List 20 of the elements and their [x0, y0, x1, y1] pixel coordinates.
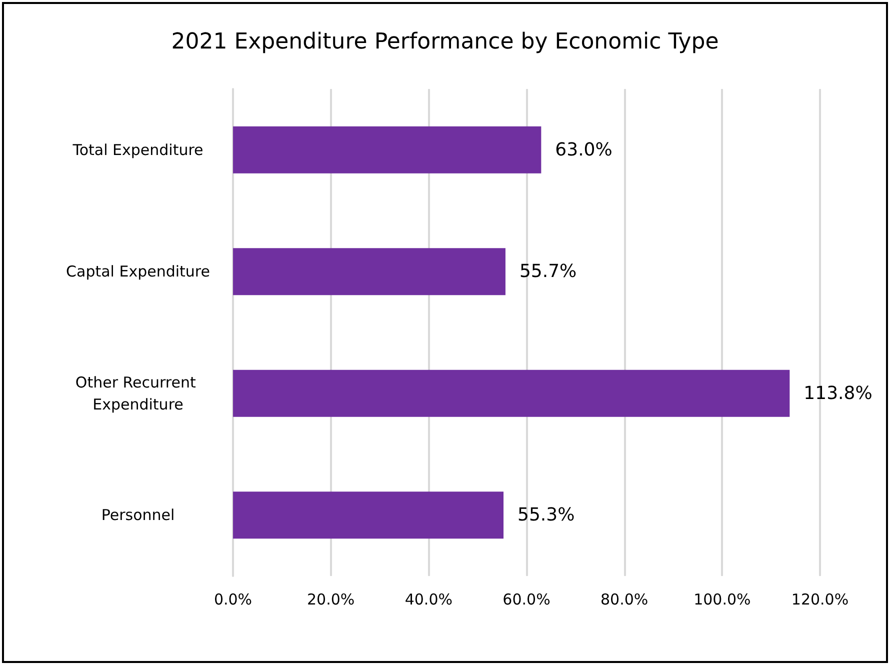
- x-tick-label: 40.0%: [404, 590, 452, 608]
- bar: [233, 492, 504, 539]
- x-tick-label: 20.0%: [307, 590, 355, 608]
- data-label: 113.8%: [804, 382, 872, 404]
- bar: [233, 248, 506, 296]
- x-tick-label: 60.0%: [502, 590, 550, 608]
- x-tick-label: 80.0%: [600, 590, 648, 608]
- x-tick-label: 0.0%: [214, 590, 252, 608]
- y-tick-label: Other Recurrent Expenditure: [75, 373, 201, 414]
- data-label: 55.7%: [519, 261, 577, 282]
- chart-title: 2021 Expenditure Performance by Economic Type: [171, 30, 719, 54]
- bar: [233, 370, 790, 417]
- y-tick-label: Personnel: [101, 506, 175, 524]
- data-label: 55.3%: [518, 504, 575, 526]
- x-tick-label: 100.0%: [694, 590, 751, 608]
- x-tick-label: 120.0%: [791, 590, 849, 608]
- bar: [233, 126, 542, 174]
- y-tick-label: Total Expenditure: [72, 140, 204, 159]
- data-label: 63.0%: [555, 139, 612, 160]
- y-tick-label: Captal Expenditure: [66, 262, 210, 281]
